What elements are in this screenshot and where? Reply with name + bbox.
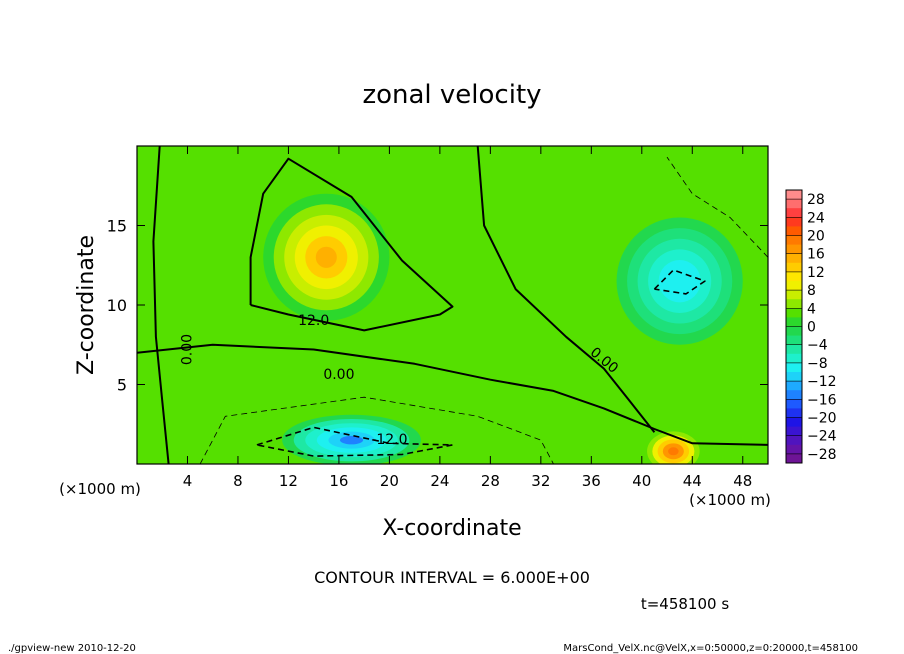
colorbar-tick-label: −16 xyxy=(807,392,837,408)
colorbar-swatch-5 xyxy=(786,235,802,246)
field-region-1-1 xyxy=(339,435,364,445)
colorbar-swatch-29 xyxy=(786,453,802,464)
y-axis-label: Z-coordinate xyxy=(74,235,99,375)
contour-line-1 xyxy=(137,343,768,446)
contour-line-7 xyxy=(666,156,768,258)
x-axis-label: X-coordinate xyxy=(382,516,521,541)
contour-line-2 xyxy=(249,157,454,332)
colorbar-swatch-14 xyxy=(786,317,802,327)
chart-title: zonal velocity xyxy=(362,80,541,110)
x-axis-ticks: 4 8 12 16 20 24 28 32 36 40 44 48 xyxy=(183,146,752,490)
colorbar-swatch-10 xyxy=(786,281,802,291)
colorbar-swatch-11 xyxy=(786,290,802,300)
y-tick-label: 10 xyxy=(107,296,127,315)
x-tick-label: 36 xyxy=(582,472,601,490)
x-tick-label: 24 xyxy=(430,472,449,490)
x-tick-label: 16 xyxy=(329,472,348,490)
contour-interval-label: CONTOUR INTERVAL = 6.000E+00 xyxy=(314,568,590,587)
colorbar-swatch-26 xyxy=(786,426,802,437)
colorbar: 28 24 20 16 12 8 4 0 −4 −8 −12 −16 −20 −24 −28 xyxy=(785,189,837,464)
contour-line-0 xyxy=(152,146,170,464)
y-axis-ticks: 5 10 15 xyxy=(107,217,768,395)
colorbar-swatch-13 xyxy=(786,308,802,318)
field-region-2-1 xyxy=(668,447,679,456)
colorbar-swatch-18 xyxy=(786,353,802,364)
colorbar-swatch-12 xyxy=(786,299,802,309)
colorbar-tick-label: 16 xyxy=(807,247,825,263)
colorbar-swatch-28 xyxy=(786,444,802,455)
colorbar-swatch-2 xyxy=(786,208,802,218)
colorbar-tick-label: 4 xyxy=(807,301,816,317)
x-tick-label: 8 xyxy=(233,472,243,490)
y-tick-label: 15 xyxy=(107,217,127,236)
y-tick-label: 5 xyxy=(117,376,127,395)
x-tick-label: 48 xyxy=(733,472,752,490)
colorbar-tick-label: 0 xyxy=(807,320,816,336)
time-label: t=458100 s xyxy=(641,595,729,613)
x-tick-label: 40 xyxy=(632,472,651,490)
contour-label-0: 12.0 xyxy=(298,313,329,329)
colorbar-swatch-7 xyxy=(786,253,802,264)
contour-line-3 xyxy=(476,146,656,433)
contour-layer: 12.00.00-12.00.00 0.00 xyxy=(137,146,768,464)
colorbar-swatch-17 xyxy=(786,344,802,355)
x-tick-label: 32 xyxy=(531,472,550,490)
field-region-3-1 xyxy=(669,270,691,292)
colorbar-tick-label: −12 xyxy=(807,374,837,390)
colorbar-tick-label: 8 xyxy=(807,283,816,299)
colorbar-tick-label: −8 xyxy=(807,356,828,372)
colorbar-swatch-27 xyxy=(786,435,802,446)
colorbar-swatch-24 xyxy=(786,408,802,418)
colorbar-swatch-0 xyxy=(786,190,802,200)
x-tick-label: 12 xyxy=(279,472,298,490)
colorbar-swatch-25 xyxy=(786,417,802,428)
plot-area: 12.00.00-12.00.00 0.00 4 8 12 16 20 24 28 32 36 40… xyxy=(107,145,769,490)
colorbar-swatch-1 xyxy=(786,199,802,209)
colorbar-swatch-15 xyxy=(786,326,802,337)
colorbar-swatch-21 xyxy=(786,381,802,391)
colorbar-tick-label: 12 xyxy=(807,265,825,281)
colorbar-swatch-3 xyxy=(786,217,802,227)
contour-label-3: 0.00 xyxy=(179,334,195,365)
x-tick-label: 44 xyxy=(683,472,702,490)
contour-label-1: 0.00 xyxy=(323,367,354,383)
colorbar-tick-label: −20 xyxy=(807,411,837,427)
field-layer xyxy=(263,193,743,464)
colorbar-swatch-4 xyxy=(786,226,802,236)
contour-line-5 xyxy=(653,269,706,295)
colorbar-tick-label: 28 xyxy=(807,192,825,208)
x-tick-label: 28 xyxy=(481,472,500,490)
colorbar-tick-label: −24 xyxy=(807,429,837,445)
colorbar-swatch-22 xyxy=(786,390,802,400)
x-unit-label: (×1000 m) xyxy=(689,491,771,509)
colorbar-swatch-16 xyxy=(786,335,802,346)
colorbar-swatch-9 xyxy=(786,271,802,282)
x-tick-label: 4 xyxy=(183,472,193,490)
field-region-0-1 xyxy=(315,246,337,268)
colorbar-tick-label: 20 xyxy=(807,229,825,245)
colorbar-swatch-20 xyxy=(786,372,802,382)
x-tick-label: 20 xyxy=(380,472,399,490)
contour-label-2: -12.0 xyxy=(371,432,407,448)
footer-right: MarsCond_VelX.nc@VelX,x=0:50000,z=0:2000… xyxy=(563,643,858,654)
colorbar-swatch-6 xyxy=(786,244,802,255)
footer-left: ./gpview-new 2010-12-20 xyxy=(8,643,136,654)
colorbar-swatch-19 xyxy=(786,362,802,373)
y-unit-label: (×1000 m) xyxy=(59,480,141,498)
colorbar-tick-label: −28 xyxy=(807,447,837,463)
colorbar-swatch-23 xyxy=(786,399,802,409)
colorbar-swatch-8 xyxy=(786,262,802,273)
contour-line-6 xyxy=(199,396,554,464)
colorbar-tick-label: −4 xyxy=(807,338,828,354)
colorbar-tick-label: 24 xyxy=(807,210,825,226)
